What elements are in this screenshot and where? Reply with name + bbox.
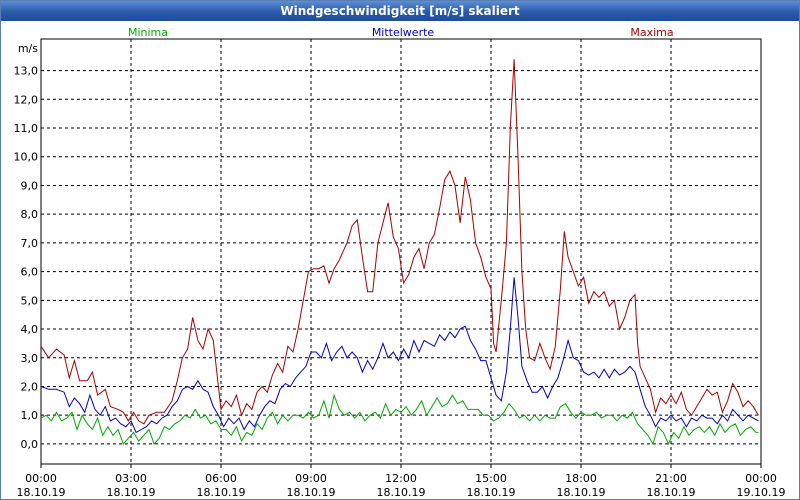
x-tick-time: 03:00 — [115, 472, 147, 485]
legend-maxima: Maxima — [630, 26, 673, 39]
x-tick-date: 18.10.19 — [647, 486, 696, 499]
x-tick-date: 19.10.19 — [737, 486, 786, 499]
legend-minima: Minima — [128, 26, 168, 39]
series-line-minima — [40, 393, 759, 446]
series-line-maxima — [40, 59, 759, 425]
legend-mittelwerte: Mittelwerte — [372, 26, 435, 39]
y-axis-label: m/s — [18, 42, 38, 55]
x-tick-date: 18.10.19 — [467, 486, 516, 499]
x-tick-date: 18.10.19 — [17, 486, 66, 499]
y-tick-label: 11,0 — [14, 122, 39, 135]
y-tick-label: 8,0 — [21, 208, 39, 221]
x-tick-date: 18.10.19 — [557, 486, 606, 499]
x-tick-time: 12:00 — [385, 472, 417, 485]
x-tick-date: 18.10.19 — [287, 486, 336, 499]
y-tick-label: 1,0 — [21, 409, 39, 422]
x-tick-time: 18:00 — [565, 472, 597, 485]
x-tick-time: 06:00 — [205, 472, 237, 485]
y-tick-label: 7,0 — [21, 237, 39, 250]
x-tick-time: 00:00 — [745, 472, 777, 485]
x-tick-time: 09:00 — [295, 472, 327, 485]
x-tick-time: 15:00 — [475, 472, 507, 485]
y-tick-label: 5,0 — [21, 294, 39, 307]
series-line-mittelwerte — [40, 277, 759, 434]
y-tick-label: 13,0 — [14, 65, 39, 78]
y-tick-label: 6,0 — [21, 266, 39, 279]
y-tick-label: 12,0 — [14, 93, 39, 106]
y-tick-label: 2,0 — [21, 380, 39, 393]
wind-speed-chart: 0,0 1,0 2,0 3,0 4,0 5,0 6,0 7,0 8,0 9,0 10,0 11,0 12… — [14, 26, 786, 499]
x-tick-time: 21:00 — [655, 472, 687, 485]
x-tick-date: 18.10.19 — [197, 486, 246, 499]
y-tick-label: 3,0 — [21, 352, 39, 365]
y-tick-label: 9,0 — [21, 179, 39, 192]
y-tick-label: 4,0 — [21, 323, 39, 336]
x-tick-date: 18.10.19 — [107, 486, 156, 499]
x-tick-time: 00:00 — [25, 472, 57, 485]
y-tick-label: 10,0 — [14, 151, 39, 164]
y-tick-label: 0,0 — [21, 438, 39, 451]
window-title: Windgeschwindigkeit [m/s] skaliert — [1, 1, 799, 21]
x-tick-date: 18.10.19 — [377, 486, 426, 499]
